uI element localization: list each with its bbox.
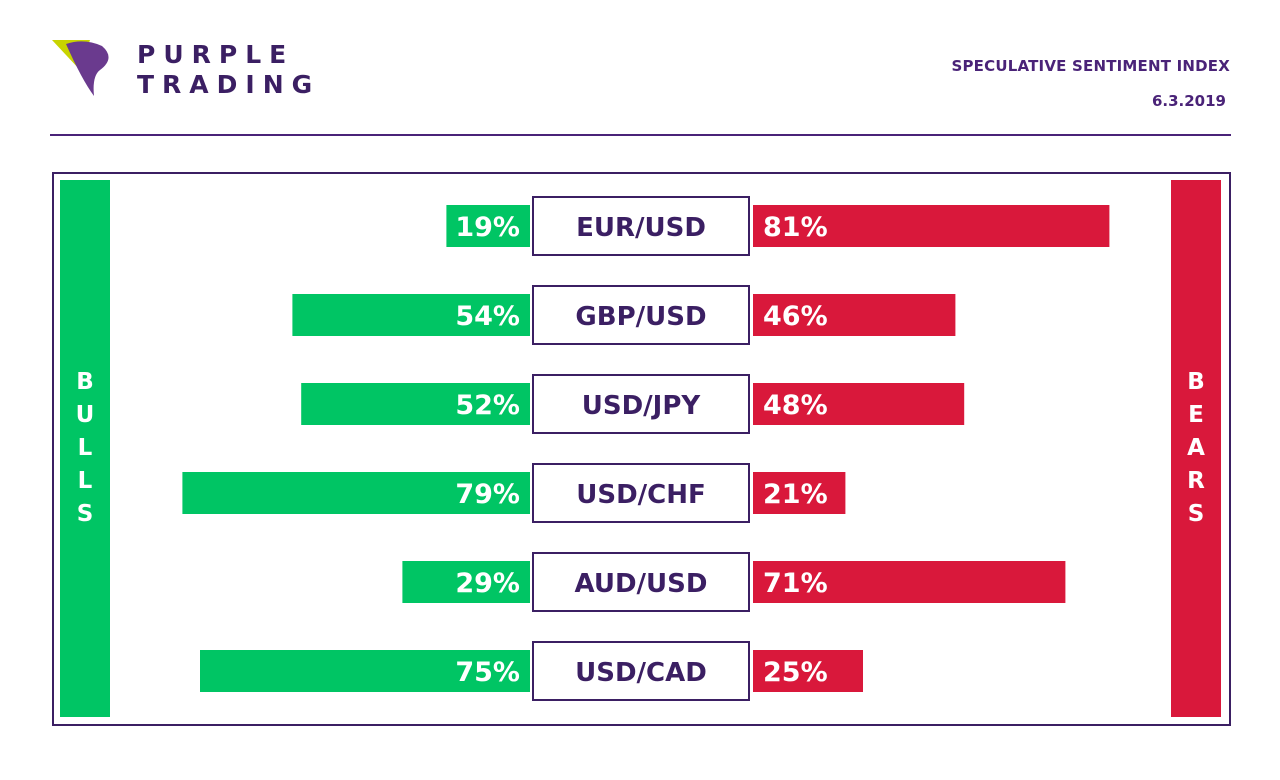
- bull-value-label: 19%: [455, 212, 520, 243]
- bear-bar: [753, 561, 1066, 603]
- pair-label: USD/CHF: [576, 480, 706, 510]
- bulls-side-bar: BULLS: [60, 180, 110, 717]
- pair-label: GBP/USD: [575, 302, 706, 332]
- pair-label: AUD/USD: [575, 569, 708, 599]
- bull-value-label: 75%: [455, 657, 520, 688]
- pair-label: EUR/USD: [576, 213, 706, 243]
- bull-bar: [301, 383, 530, 425]
- bear-value-label: 81%: [763, 212, 828, 243]
- bear-bar: [753, 383, 965, 425]
- bear-bar: [753, 294, 956, 336]
- pair-label-box: [532, 552, 750, 612]
- pair-label: USD/CAD: [575, 658, 707, 688]
- bear-value-label: 46%: [763, 301, 828, 332]
- bear-value-label: 21%: [763, 479, 828, 510]
- brand-line-2: TRADING: [137, 70, 321, 99]
- brand-line-1: PURPLE: [137, 40, 295, 69]
- bears-label: BEARS: [1187, 369, 1205, 527]
- bull-value-label: 29%: [455, 568, 520, 599]
- bull-bar: [402, 561, 530, 603]
- pair-label-box: [532, 641, 750, 701]
- bear-bar: [753, 650, 863, 692]
- bear-value-label: 71%: [763, 568, 828, 599]
- bull-bar: [446, 205, 530, 247]
- brand-name: PURPLE TRADING: [137, 40, 320, 100]
- report-date: 6.3.2019: [1151, 92, 1226, 110]
- bear-value-label: 25%: [763, 657, 828, 688]
- bull-bar: [182, 472, 530, 514]
- bears-side-bar: BEARS: [1171, 180, 1221, 717]
- bull-value-label: 54%: [455, 301, 520, 332]
- bear-value-label: 48%: [763, 390, 828, 421]
- pair-label: USD/JPY: [582, 391, 702, 421]
- bull-bar: [292, 294, 530, 336]
- bear-bar: [753, 205, 1110, 247]
- pair-label-box: [532, 196, 750, 256]
- pair-label-box: [532, 463, 750, 523]
- pair-label-box: [532, 285, 750, 345]
- page-title: SPECULATIVE SENTIMENT INDEX: [951, 57, 1230, 75]
- chart-frame: [52, 172, 1231, 726]
- triangle-logo-icon: [52, 40, 109, 96]
- bull-value-label: 79%: [455, 479, 520, 510]
- bulls-label: BULLS: [75, 369, 95, 527]
- bull-value-label: 52%: [455, 390, 520, 421]
- bear-bar: [753, 472, 846, 514]
- bull-bar: [200, 650, 530, 692]
- header-divider: [50, 134, 1231, 136]
- pair-label-box: [532, 374, 750, 434]
